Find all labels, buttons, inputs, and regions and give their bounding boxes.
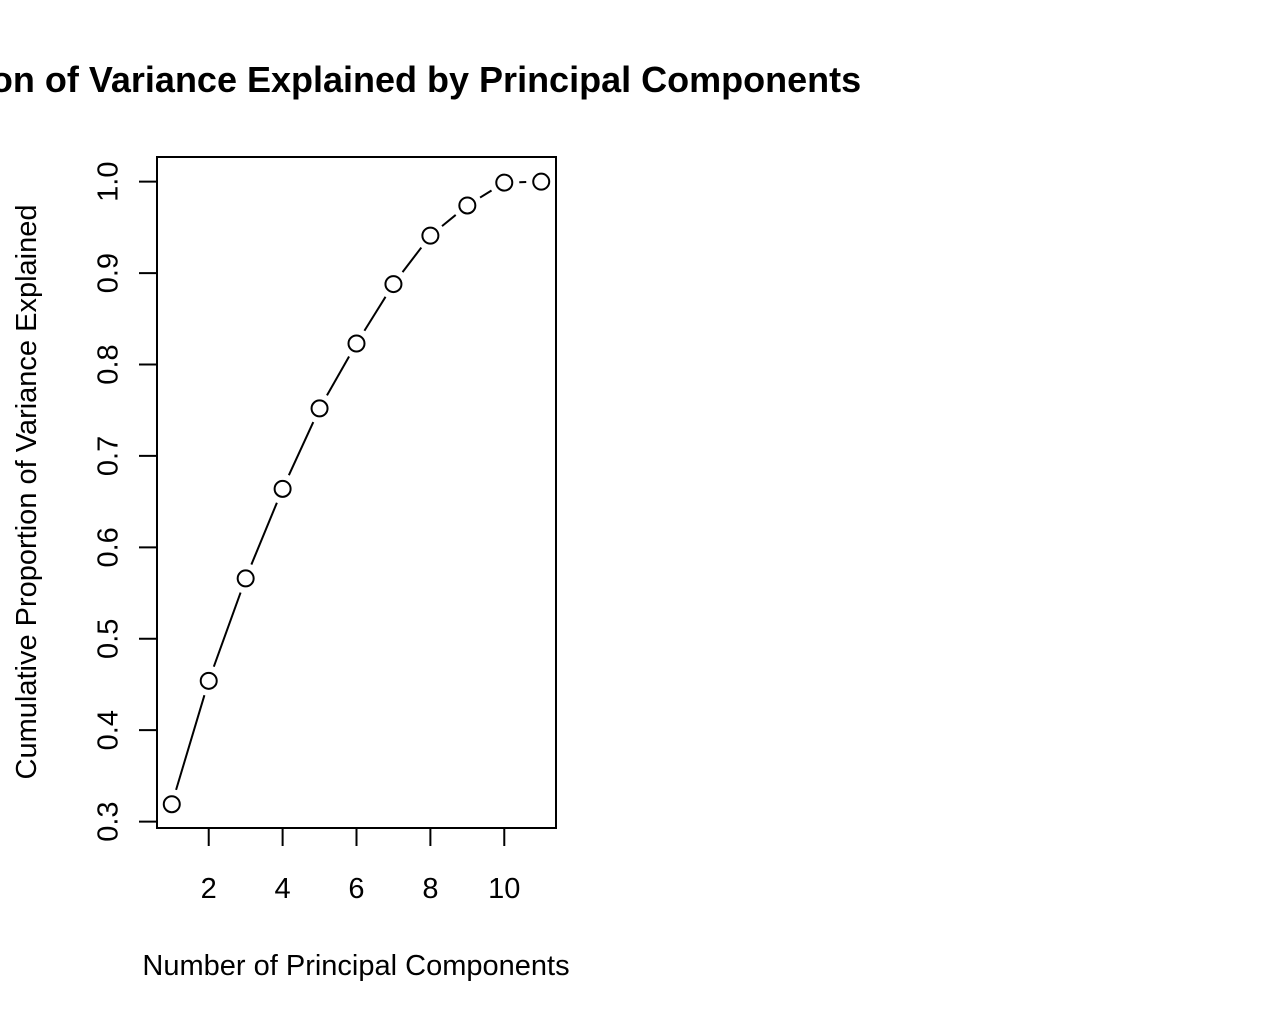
- series-line-segment: [479, 189, 493, 199]
- y-axis: 0.3 0.4 0.5 0.6 0.7 0.8 0.9 1.0: [93, 162, 158, 842]
- series-line-segment: [326, 356, 350, 396]
- y-tick-label: 0.4: [93, 710, 125, 750]
- y-tick-label: 0.5: [93, 619, 125, 659]
- series-line-segment: [212, 592, 242, 668]
- series-cumulative-variance: [162, 172, 551, 814]
- series-line-segment: [250, 502, 278, 565]
- data-point: [199, 671, 218, 690]
- data-point: [347, 334, 366, 353]
- x-axis-label: Number of Principal Components: [142, 950, 569, 982]
- data-point: [458, 196, 477, 215]
- chart-title: Proportion of Variance Explained by Prin…: [0, 59, 861, 100]
- x-axis: 2 4 6 8 10: [201, 827, 520, 905]
- plot-area-frame: [156, 156, 557, 829]
- data-point: [384, 275, 403, 294]
- series-line-segment: [363, 296, 387, 332]
- data-point: [495, 173, 514, 192]
- y-tick-label: 1.0: [93, 162, 125, 202]
- data-point: [273, 479, 292, 498]
- y-tick-label: 0.6: [93, 527, 125, 567]
- y-tick-label: 0.3: [93, 801, 125, 841]
- y-tick-label: 0.9: [93, 253, 125, 293]
- y-axis-label: Cumulative Proportion of Variance Explai…: [11, 205, 43, 780]
- data-point: [162, 795, 181, 814]
- x-tick-label: 2: [201, 873, 217, 905]
- data-point: [236, 569, 255, 588]
- x-tick-label: 4: [275, 873, 291, 905]
- series-line-segment: [441, 214, 457, 227]
- data-point: [421, 226, 440, 245]
- series-line-segment: [401, 246, 423, 273]
- y-tick-label: 0.8: [93, 344, 125, 384]
- x-tick-label: 10: [488, 873, 520, 905]
- y-tick-label: 0.7: [93, 436, 125, 476]
- series-line-segment: [175, 694, 206, 791]
- data-point: [310, 399, 329, 418]
- x-tick-label: 6: [348, 873, 364, 905]
- series-line-segment: [287, 421, 315, 476]
- data-point: [532, 172, 551, 191]
- x-tick-label: 8: [422, 873, 438, 905]
